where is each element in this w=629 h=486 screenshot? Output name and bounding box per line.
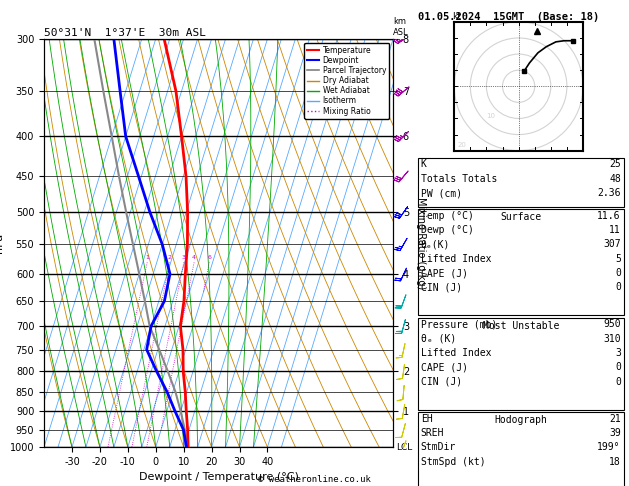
Text: 6: 6	[208, 255, 211, 260]
Text: Pressure (mb): Pressure (mb)	[421, 319, 497, 330]
Text: 10: 10	[486, 113, 496, 120]
Text: kt: kt	[452, 12, 460, 21]
Text: 18: 18	[609, 457, 621, 467]
Legend: Temperature, Dewpoint, Parcel Trajectory, Dry Adiabat, Wet Adiabat, Isotherm, Mi: Temperature, Dewpoint, Parcel Trajectory…	[304, 43, 389, 119]
Text: © weatheronline.co.uk: © weatheronline.co.uk	[258, 474, 371, 484]
Text: 3: 3	[615, 348, 621, 358]
Text: Temp (°C): Temp (°C)	[421, 211, 474, 221]
Text: 307: 307	[603, 240, 621, 249]
Text: 199°: 199°	[598, 442, 621, 452]
Text: 2.36: 2.36	[598, 188, 621, 198]
Text: 01.05.2024  15GMT  (Base: 18): 01.05.2024 15GMT (Base: 18)	[418, 12, 599, 22]
Text: 11: 11	[609, 225, 621, 235]
Text: 11.6: 11.6	[598, 211, 621, 221]
Text: 2: 2	[168, 255, 172, 260]
X-axis label: Dewpoint / Temperature (°C): Dewpoint / Temperature (°C)	[138, 472, 299, 483]
Text: θₑ (K): θₑ (K)	[421, 334, 456, 344]
Text: Totals Totals: Totals Totals	[421, 174, 497, 184]
Text: Lifted Index: Lifted Index	[421, 254, 491, 264]
Text: 39: 39	[609, 428, 621, 438]
Text: Surface: Surface	[500, 212, 542, 222]
Text: Lifted Index: Lifted Index	[421, 348, 491, 358]
Text: Hodograph: Hodograph	[494, 415, 547, 425]
Text: LCL: LCL	[397, 443, 413, 451]
Text: 3: 3	[182, 255, 186, 260]
Text: 0: 0	[615, 363, 621, 372]
Text: 950: 950	[603, 319, 621, 330]
Text: StmDir: StmDir	[421, 442, 456, 452]
Text: 1: 1	[145, 255, 149, 260]
Y-axis label: hPa: hPa	[0, 233, 4, 253]
Text: 25: 25	[609, 159, 621, 170]
Text: 21: 21	[609, 414, 621, 424]
Text: θₑ(K): θₑ(K)	[421, 240, 450, 249]
Text: CIN (J): CIN (J)	[421, 282, 462, 293]
Text: 4: 4	[192, 255, 196, 260]
Text: PW (cm): PW (cm)	[421, 188, 462, 198]
Text: CAPE (J): CAPE (J)	[421, 268, 468, 278]
Text: 48: 48	[609, 174, 621, 184]
Text: CAPE (J): CAPE (J)	[421, 363, 468, 372]
Text: km
ASL: km ASL	[393, 17, 409, 37]
Text: StmSpd (kt): StmSpd (kt)	[421, 457, 486, 467]
Text: EH: EH	[421, 414, 433, 424]
Text: 0: 0	[615, 377, 621, 387]
Text: 20: 20	[457, 142, 466, 148]
Text: 0: 0	[615, 282, 621, 293]
Text: 5: 5	[615, 254, 621, 264]
Text: 310: 310	[603, 334, 621, 344]
Text: 50°31'N  1°37'E  30m ASL: 50°31'N 1°37'E 30m ASL	[44, 28, 206, 38]
Text: K: K	[421, 159, 426, 170]
Y-axis label: Mixing Ratio (g/kg): Mixing Ratio (g/kg)	[416, 197, 426, 289]
Text: Dewp (°C): Dewp (°C)	[421, 225, 474, 235]
Text: CIN (J): CIN (J)	[421, 377, 462, 387]
Text: SREH: SREH	[421, 428, 444, 438]
Text: 0: 0	[615, 268, 621, 278]
Text: Most Unstable: Most Unstable	[482, 321, 559, 331]
